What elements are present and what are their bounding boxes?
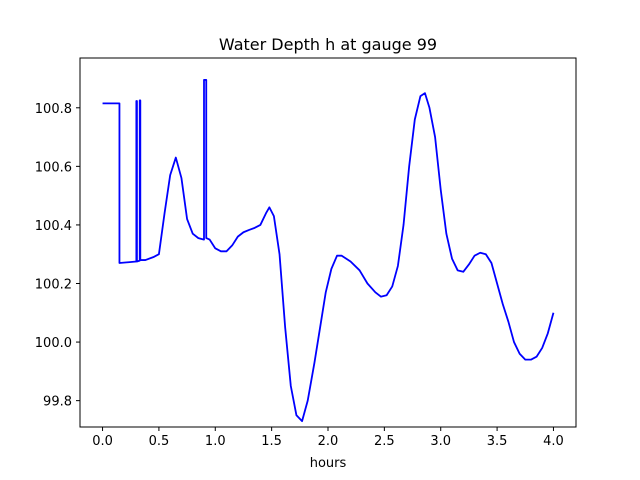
y-tick-label: 100.4 xyxy=(35,219,72,234)
x-tick-label: 1.0 xyxy=(205,434,226,449)
series-line xyxy=(102,79,555,423)
y-tick-label: 100.8 xyxy=(35,102,72,117)
x-tick-label: 0.5 xyxy=(149,434,170,449)
x-tick-label: 1.5 xyxy=(261,434,282,449)
x-axis-label: hours xyxy=(310,456,347,471)
x-tick-label: 3.5 xyxy=(487,434,508,449)
plot-area xyxy=(79,57,577,428)
x-tick-label: 4.0 xyxy=(543,434,564,449)
x-tick-label: 3.0 xyxy=(430,434,451,449)
x-axis: 0.0 0.5 1.0 1.5 2.0 2.5 3.0 3.5 4.0 xyxy=(92,427,564,449)
x-tick-label: 0.0 xyxy=(92,434,113,449)
axes-background xyxy=(80,58,576,427)
y-tick-label: 100.2 xyxy=(35,278,72,293)
y-tick-label: 100.6 xyxy=(35,160,72,175)
chart-title: Water Depth h at gauge 99 xyxy=(219,35,437,54)
series-layer xyxy=(102,79,555,423)
y-axis: 99.8 100.0 100.2 100.4 100.6 100.8 xyxy=(35,102,80,410)
x-tick-label: 2.0 xyxy=(318,434,339,449)
y-tick-label: 99.8 xyxy=(43,395,72,410)
x-tick-label: 2.5 xyxy=(374,434,395,449)
y-tick-label: 100.0 xyxy=(35,336,72,351)
